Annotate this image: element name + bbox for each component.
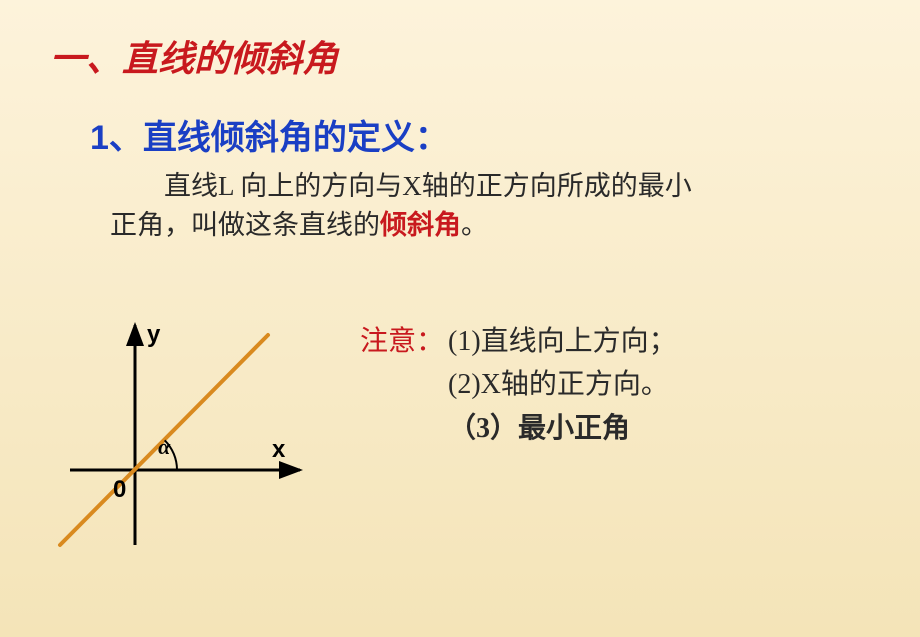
notes-block: 注意： (1)直线向上方向；(2)X轴的正方向。（3）最小正角 — [360, 320, 677, 450]
note-item: (2)X轴的正方向。 — [448, 363, 677, 406]
slide: 一、直线的倾斜角 1、直线倾斜角的定义： 直线L 向上的方向与X轴的正方向所成的… — [0, 0, 920, 637]
definition-line1: 直线L 向上的方向与X轴的正方向所成的最小 — [164, 171, 692, 201]
subsection-title: 1、直线倾斜角的定义： — [90, 110, 870, 159]
lower-region: y x 0 α 注意： (1)直线向上方向；(2)X轴的正方向。（3）最小正角 — [0, 310, 920, 610]
alpha-label: α — [158, 434, 170, 460]
notes-items: (1)直线向上方向；(2)X轴的正方向。（3）最小正角 — [448, 320, 677, 450]
x-axis-label: x — [272, 436, 285, 464]
y-axis-label: y — [147, 321, 160, 349]
notes-label: 注意： — [360, 326, 444, 357]
definition-keyword: 倾斜角 — [380, 210, 461, 240]
definition-text: 直线L 向上的方向与X轴的正方向所成的最小 正角，叫做这条直线的倾斜角。 — [110, 167, 870, 245]
definition-line2b: 。 — [461, 210, 488, 240]
angle-diagram: y x 0 α — [40, 310, 320, 570]
note-item: （3）最小正角 — [448, 407, 677, 450]
section-title: 一、直线的倾斜角 — [50, 30, 870, 82]
note-item: (1)直线向上方向； — [448, 320, 677, 363]
origin-label: 0 — [113, 476, 126, 504]
definition-line2a: 正角，叫做这条直线的 — [110, 210, 380, 240]
